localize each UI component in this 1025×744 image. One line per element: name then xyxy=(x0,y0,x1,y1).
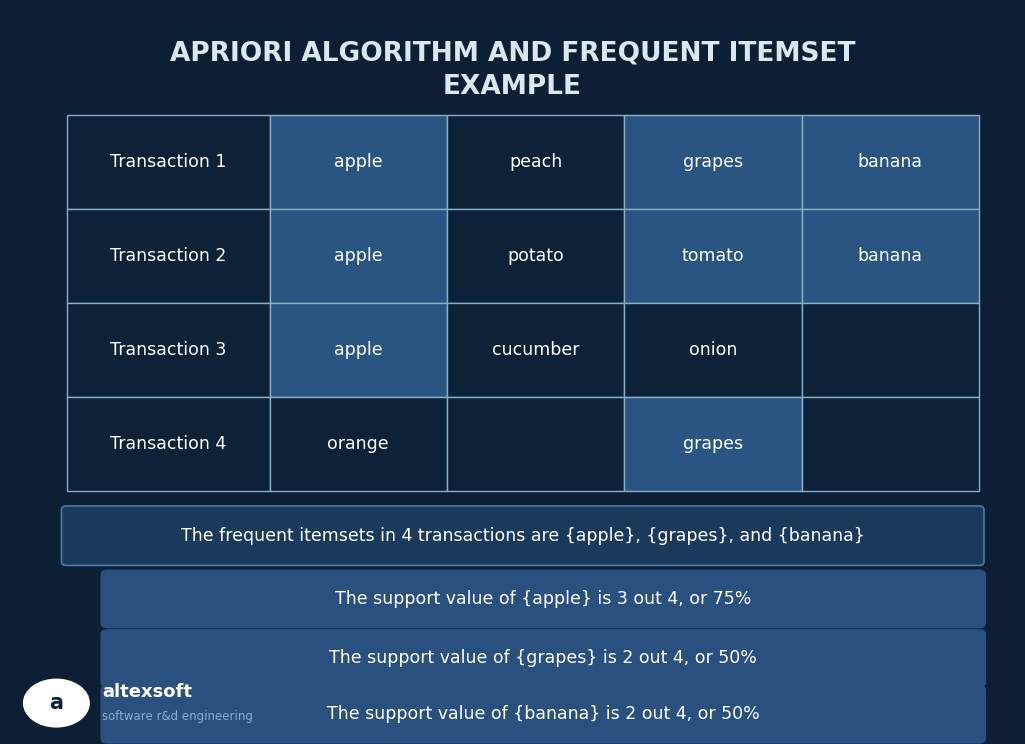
Text: Transaction 3: Transaction 3 xyxy=(110,341,227,359)
Text: grapes: grapes xyxy=(683,153,743,171)
Bar xyxy=(624,303,802,397)
Bar xyxy=(624,397,802,491)
Text: peach: peach xyxy=(509,153,562,171)
Text: grapes: grapes xyxy=(683,435,743,453)
Text: altexsoft: altexsoft xyxy=(102,683,193,701)
Text: Transaction 1: Transaction 1 xyxy=(110,153,227,171)
Bar xyxy=(802,115,979,209)
Text: The support value of {apple} is 3 out 4, or 75%: The support value of {apple} is 3 out 4,… xyxy=(335,590,751,608)
FancyBboxPatch shape xyxy=(100,570,986,628)
Text: The support value of {banana} is 2 out 4, or 50%: The support value of {banana} is 2 out 4… xyxy=(327,705,760,723)
Bar xyxy=(270,303,447,397)
Bar xyxy=(67,209,270,304)
Bar xyxy=(270,209,447,304)
Text: software r&d engineering: software r&d engineering xyxy=(102,710,253,723)
Text: orange: orange xyxy=(327,435,390,453)
Text: cucumber: cucumber xyxy=(492,341,579,359)
Bar xyxy=(447,303,624,397)
Bar xyxy=(447,115,624,209)
Bar xyxy=(270,115,447,209)
Bar xyxy=(67,303,270,397)
Text: a: a xyxy=(49,693,64,713)
Text: onion: onion xyxy=(689,341,737,359)
Text: tomato: tomato xyxy=(682,247,744,265)
Bar xyxy=(624,115,802,209)
Text: APRIORI ALGORITHM AND FREQUENT ITEMSET
EXAMPLE: APRIORI ALGORITHM AND FREQUENT ITEMSET E… xyxy=(170,41,855,100)
Text: apple: apple xyxy=(334,247,382,265)
Text: banana: banana xyxy=(858,153,922,171)
Bar xyxy=(67,397,270,491)
FancyBboxPatch shape xyxy=(100,629,986,687)
Text: The frequent itemsets in 4 transactions are {apple}, {grapes}, and {banana}: The frequent itemsets in 4 transactions … xyxy=(180,527,865,545)
Text: potato: potato xyxy=(507,247,564,265)
Bar xyxy=(67,115,270,209)
Bar xyxy=(270,397,447,491)
Text: banana: banana xyxy=(858,247,922,265)
Bar xyxy=(447,209,624,304)
FancyBboxPatch shape xyxy=(62,506,984,565)
Text: apple: apple xyxy=(334,153,382,171)
Text: apple: apple xyxy=(334,341,382,359)
Bar xyxy=(802,303,979,397)
Bar xyxy=(447,397,624,491)
Text: The support value of {grapes} is 2 out 4, or 50%: The support value of {grapes} is 2 out 4… xyxy=(329,650,757,667)
Text: Transaction 4: Transaction 4 xyxy=(110,435,227,453)
Bar xyxy=(624,209,802,304)
Circle shape xyxy=(24,679,89,727)
FancyBboxPatch shape xyxy=(100,684,986,744)
Bar xyxy=(802,209,979,304)
Bar xyxy=(802,397,979,491)
Text: Transaction 2: Transaction 2 xyxy=(110,247,227,265)
